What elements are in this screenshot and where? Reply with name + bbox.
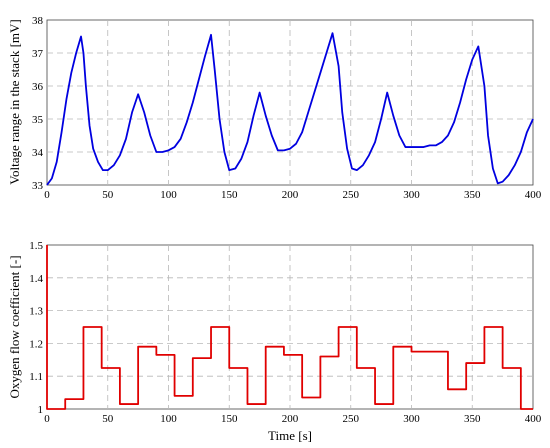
voltage-x-tick-label: 100 xyxy=(160,189,177,201)
voltage-y-tick-label: 34 xyxy=(32,147,44,159)
voltage-y-tick-label: 37 xyxy=(32,48,44,60)
voltage-series xyxy=(46,32,534,186)
voltage-y-tick-label: 36 xyxy=(32,81,44,93)
voltage-y-tick-label: 33 xyxy=(32,180,44,192)
oxygen-y-tick-labels: 1 1.1 1.2 1.3 1.4 1.5 xyxy=(29,240,43,416)
oxygen-x-tick-label: 100 xyxy=(160,413,177,425)
voltage-x-tick-label: 350 xyxy=(464,189,481,201)
oxygen-series xyxy=(46,245,533,410)
voltage-chart: 0 50 100 150 200 250 300 350 400 33 34 35 36 37 38 Vo… xyxy=(7,15,542,201)
voltage-x-tick-label: 50 xyxy=(102,189,114,201)
oxygen-y-axis-label: Oxygen flow coefficient [-] xyxy=(7,255,22,398)
voltage-x-tick-label: 250 xyxy=(343,189,360,201)
oxygen-x-tick-label: 50 xyxy=(102,413,114,425)
oxygen-y-tick-label: 1.2 xyxy=(29,338,43,350)
oxygen-series-line xyxy=(46,245,533,410)
voltage-y-tick-label: 35 xyxy=(32,114,44,126)
oxygen-x-tick-label: 200 xyxy=(282,413,299,425)
oxygen-y-tick-label: 1.4 xyxy=(29,273,43,285)
oxygen-x-tick-label: 0 xyxy=(44,413,50,425)
voltage-y-tick-labels: 33 34 35 36 37 38 xyxy=(32,15,44,192)
voltage-x-tick-label: 150 xyxy=(221,189,238,201)
voltage-y-tick-label: 38 xyxy=(32,15,44,27)
oxygen-x-tick-label: 150 xyxy=(221,413,238,425)
oxygen-x-tick-label: 300 xyxy=(403,413,420,425)
oxygen-x-tick-label: 250 xyxy=(343,413,360,425)
oxygen-x-tick-labels: 0 50 100 150 200 250 300 350 400 xyxy=(44,413,542,425)
voltage-x-tick-label: 200 xyxy=(282,189,299,201)
oxygen-x-tick-label: 350 xyxy=(464,413,481,425)
voltage-x-tick-labels: 0 50 100 150 200 250 300 350 400 xyxy=(44,189,542,201)
oxygen-y-tick-label: 1.5 xyxy=(29,240,43,252)
oxygen-y-tick-label: 1.3 xyxy=(29,306,43,318)
voltage-y-axis-label: Voltage range in the stack [mV] xyxy=(7,19,22,184)
voltage-x-tick-label: 0 xyxy=(44,189,50,201)
oxygen-y-tick-label: 1 xyxy=(38,404,44,416)
voltage-x-tick-label: 400 xyxy=(525,189,542,201)
oxygen-x-axis-label: Time [s] xyxy=(268,428,312,443)
voltage-x-tick-label: 300 xyxy=(403,189,420,201)
oxygen-chart: 0 50 100 150 200 250 300 350 400 1 1.1 1.2 1.3 1.4 1.… xyxy=(7,240,542,443)
voltage-series-line xyxy=(46,32,534,186)
oxygen-y-tick-label: 1.1 xyxy=(29,371,43,383)
voltage-gridlines xyxy=(47,20,533,185)
oxygen-x-tick-label: 400 xyxy=(525,413,542,425)
